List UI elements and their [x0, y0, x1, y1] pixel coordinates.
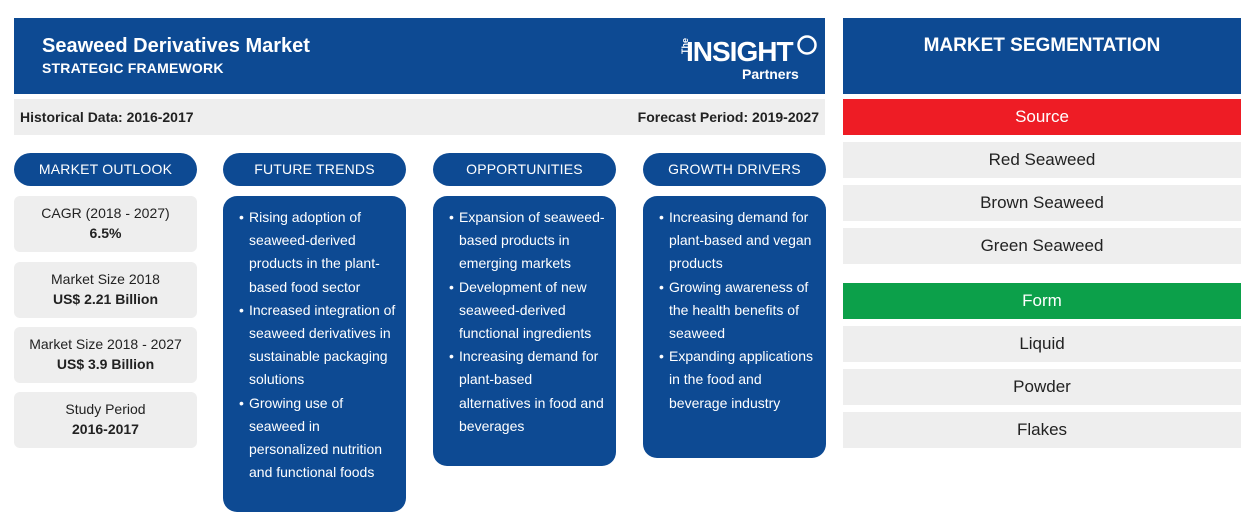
outlook-study-period-box: Study Period 2016-2017 — [14, 392, 197, 448]
outlook-value: 2016-2017 — [72, 421, 139, 437]
historical-period: Historical Data: 2016-2017 — [20, 109, 194, 125]
segment-item: Liquid — [843, 326, 1241, 362]
segment-item: Flakes — [843, 412, 1241, 448]
list-item: Growing awareness of the health benefits… — [659, 276, 816, 346]
list-item: Increasing demand for plant-based and ve… — [659, 206, 816, 276]
segment-category-source: Source — [843, 99, 1241, 135]
outlook-label: Study Period — [65, 401, 146, 417]
segment-item: Green Seaweed — [843, 228, 1241, 264]
opportunities-header: OPPORTUNITIES — [433, 153, 616, 186]
outlook-value: 6.5% — [89, 225, 122, 241]
logo-insight-text: INSIGHT — [686, 36, 794, 67]
outlook-label: Market Size 2018 — [51, 271, 160, 287]
list-item: Development of new seaweed-derived funct… — [449, 276, 606, 346]
outlook-label: Market Size 2018 - 2027 — [29, 336, 182, 352]
list-item: Expansion of seaweed-based products in e… — [449, 206, 606, 276]
logo-partners-text: Partners — [742, 66, 799, 82]
market-outlook-header: MARKET OUTLOOK — [14, 153, 197, 186]
outlook-value: US$ 3.9 Billion — [56, 356, 155, 372]
outlook-label: CAGR (2018 - 2027) — [41, 205, 170, 221]
logo-circle-icon — [797, 35, 817, 55]
future-trends-list: Rising adoption of seaweed-derived produ… — [223, 196, 406, 512]
opportunities-list: Expansion of seaweed-based products in e… — [433, 196, 616, 466]
list-item: Growing use of seaweed in personalized n… — [239, 392, 396, 485]
growth-drivers-list: Increasing demand for plant-based and ve… — [643, 196, 826, 458]
page-subtitle: STRATEGIC FRAMEWORK — [42, 60, 224, 76]
outlook-value: US$ 2.21 Billion — [52, 291, 159, 307]
period-bar: Historical Data: 2016-2017 Forecast Peri… — [14, 99, 825, 135]
growth-drivers-header: GROWTH DRIVERS — [643, 153, 826, 186]
list-item: Expanding applications in the food and b… — [659, 345, 816, 415]
outlook-cagr-box: CAGR (2018 - 2027) 6.5% — [14, 196, 197, 252]
list-item: Rising adoption of seaweed-derived produ… — [239, 206, 396, 299]
outlook-market-size-range-box: Market Size 2018 - 2027 US$ 3.9 Billion — [14, 327, 197, 383]
outlook-market-size-2018-box: Market Size 2018 US$ 2.21 Billion — [14, 262, 197, 318]
segment-category-form: Form — [843, 283, 1241, 319]
list-item: Increased integration of seaweed derivat… — [239, 299, 396, 392]
page-title: Seaweed Derivatives Market — [42, 35, 310, 57]
market-segmentation-header: MARKET SEGMENTATION — [843, 18, 1241, 94]
future-trends-header: FUTURE TRENDS — [223, 153, 406, 186]
segment-item: Brown Seaweed — [843, 185, 1241, 221]
forecast-period: Forecast Period: 2019-2027 — [637, 109, 819, 125]
segment-item: Red Seaweed — [843, 142, 1241, 178]
insight-partners-logo: The INSIGHT Partners — [662, 32, 822, 88]
header-banner: Seaweed Derivatives Market STRATEGIC FRA… — [14, 18, 825, 94]
segment-item: Powder — [843, 369, 1241, 405]
list-item: Increasing demand for plant-based altern… — [449, 345, 606, 438]
